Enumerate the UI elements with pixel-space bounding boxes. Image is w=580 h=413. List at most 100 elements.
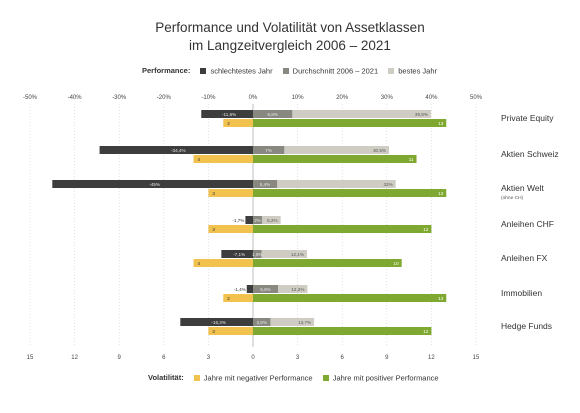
bar-best-year xyxy=(253,110,431,118)
data-label-average: 3,9% xyxy=(256,320,266,325)
data-label-average: 2% xyxy=(254,218,261,223)
legend-swatch-best-year xyxy=(388,68,395,75)
volatility-legend: Volatilität: Jahre mit negativer Perform… xyxy=(148,373,439,383)
bar-positive-years xyxy=(253,294,447,302)
data-label-worst-year: -1,7% xyxy=(232,218,244,223)
legend-item-worst-year: schlechtestes Jahr xyxy=(192,66,273,76)
bar-negative-years xyxy=(223,294,253,302)
bottom-axis-tick-label: 6 xyxy=(341,355,345,361)
top-axis-tick-label: 20% xyxy=(336,95,349,101)
legend-item-positive-years: Jahre mit positiver Performance xyxy=(315,373,439,383)
data-label-average: 7% xyxy=(265,148,272,153)
legend-swatch-positive-years xyxy=(322,375,329,382)
bar-negative-years xyxy=(223,119,253,127)
data-label-best-year: 12,1% xyxy=(291,252,304,257)
data-label-best-year: 13,7% xyxy=(298,320,311,325)
data-label-worst-year: -16,3% xyxy=(211,320,226,325)
legend-swatch-worst-year xyxy=(200,68,207,75)
data-label-worst-year: -34,4% xyxy=(171,148,186,153)
data-label-negative-years: 3 xyxy=(212,227,215,232)
data-label-positive-years: 12 xyxy=(423,227,429,232)
data-label-best-year: 6,2% xyxy=(267,218,277,223)
legend-label-best-year: bestes Jahr xyxy=(398,66,438,76)
data-label-positive-years: 11 xyxy=(409,157,414,162)
data-label-average: 1,9% xyxy=(252,252,262,257)
bottom-axis-tick-label: 15 xyxy=(473,355,480,361)
data-label-worst-year: -1,4% xyxy=(234,287,246,292)
bar-negative-years xyxy=(208,225,253,233)
bar-worst-year xyxy=(246,285,253,293)
category-label: Immobilien xyxy=(501,288,542,298)
volatility-legend-label: Volatilität: xyxy=(148,373,184,382)
category-label: Anleihen FX xyxy=(501,253,548,263)
legend-item-negative-years: Jahre mit negativer Performance xyxy=(186,373,313,383)
data-label-negative-years: 2 xyxy=(227,121,230,126)
bar-average xyxy=(253,285,278,293)
bar-positive-years xyxy=(253,327,432,335)
data-label-negative-years: 2 xyxy=(227,296,230,301)
category-label: Aktien Schweiz xyxy=(501,149,559,159)
data-label-worst-year: -45% xyxy=(149,182,160,187)
data-label-average: 8,8% xyxy=(267,112,277,117)
bottom-axis-tick-label: 15 xyxy=(27,355,34,361)
bar-best-year xyxy=(253,216,281,224)
data-label-best-year: 30,5% xyxy=(373,148,386,153)
top-axis-tick-label: -40% xyxy=(68,95,83,101)
bar-average xyxy=(253,110,293,118)
legend-label-worst-year: schlechtestes Jahr xyxy=(210,66,273,76)
bar-best-year xyxy=(253,146,390,154)
data-label-best-year: 12,2% xyxy=(291,287,304,292)
category-label: Aktien Welt xyxy=(501,183,544,193)
bottom-axis-tick-label: 12 xyxy=(428,355,435,361)
bar-average xyxy=(253,250,262,258)
legend-label-negative-years: Jahre mit negativer Performance xyxy=(203,373,313,383)
data-label-positive-years: 13 xyxy=(438,121,444,126)
bar-negative-years xyxy=(193,155,253,163)
data-label-positive-years: 13 xyxy=(438,191,444,196)
bar-worst-year xyxy=(221,250,253,258)
chart-title-line-1: Performance und Volatilität von Assetkla… xyxy=(155,20,425,35)
category-sub-label: (ohne CH) xyxy=(501,195,524,201)
data-label-average: 5,4% xyxy=(260,182,270,187)
legend-swatch-negative-years xyxy=(193,375,200,382)
bottom-axis-tick-label: 6 xyxy=(162,355,166,361)
top-axis-tick-label: 0% xyxy=(249,95,258,101)
category-label: Hedge Funds xyxy=(501,321,552,331)
bar-negative-years xyxy=(208,189,253,197)
data-label-negative-years: 3 xyxy=(212,191,215,196)
data-label-average: 5,6% xyxy=(260,287,270,292)
category-label: Anleihen CHF xyxy=(501,219,554,229)
bottom-axis-tick-label: 3 xyxy=(296,355,300,361)
bar-worst-year xyxy=(245,216,253,224)
legend-item-best-year: bestes Jahr xyxy=(380,66,438,76)
top-axis-tick-label: 30% xyxy=(381,95,394,101)
data-label-positive-years: 12 xyxy=(423,329,429,334)
bar-worst-year xyxy=(99,146,254,154)
bottom-axis-tick-label: 3 xyxy=(207,355,211,361)
bar-average xyxy=(253,180,278,188)
bar-positive-years xyxy=(253,155,417,163)
bar-worst-year xyxy=(201,110,253,118)
bar-worst-year xyxy=(52,180,253,188)
legend-item-average: Durchschnitt 2006 – 2021 xyxy=(275,66,378,76)
data-label-best-year: 39,9% xyxy=(415,112,428,117)
top-axis-tick-label: 10% xyxy=(292,95,305,101)
top-axis-tick-label: -10% xyxy=(201,95,216,101)
top-axis-tick-label: 50% xyxy=(470,95,483,101)
top-axis-tick-label: -20% xyxy=(157,95,172,101)
bar-average xyxy=(253,146,285,154)
data-label-positive-years: 10 xyxy=(394,261,400,266)
data-label-negative-years: 4 xyxy=(198,157,201,162)
performance-legend-label: Performance: xyxy=(142,66,191,75)
top-axis-tick-label: -50% xyxy=(23,95,38,101)
bar-positive-years xyxy=(253,189,447,197)
top-axis-tick-label: -30% xyxy=(112,95,127,101)
bar-best-year xyxy=(253,318,315,326)
bar-best-year xyxy=(253,250,307,258)
data-label-worst-year: -11,6% xyxy=(222,112,236,117)
legend-swatch-average xyxy=(282,68,289,75)
bar-best-year xyxy=(253,285,308,293)
legend-label-positive-years: Jahre mit positiver Performance xyxy=(332,373,439,383)
bottom-axis-tick-label: 0 xyxy=(251,355,255,361)
